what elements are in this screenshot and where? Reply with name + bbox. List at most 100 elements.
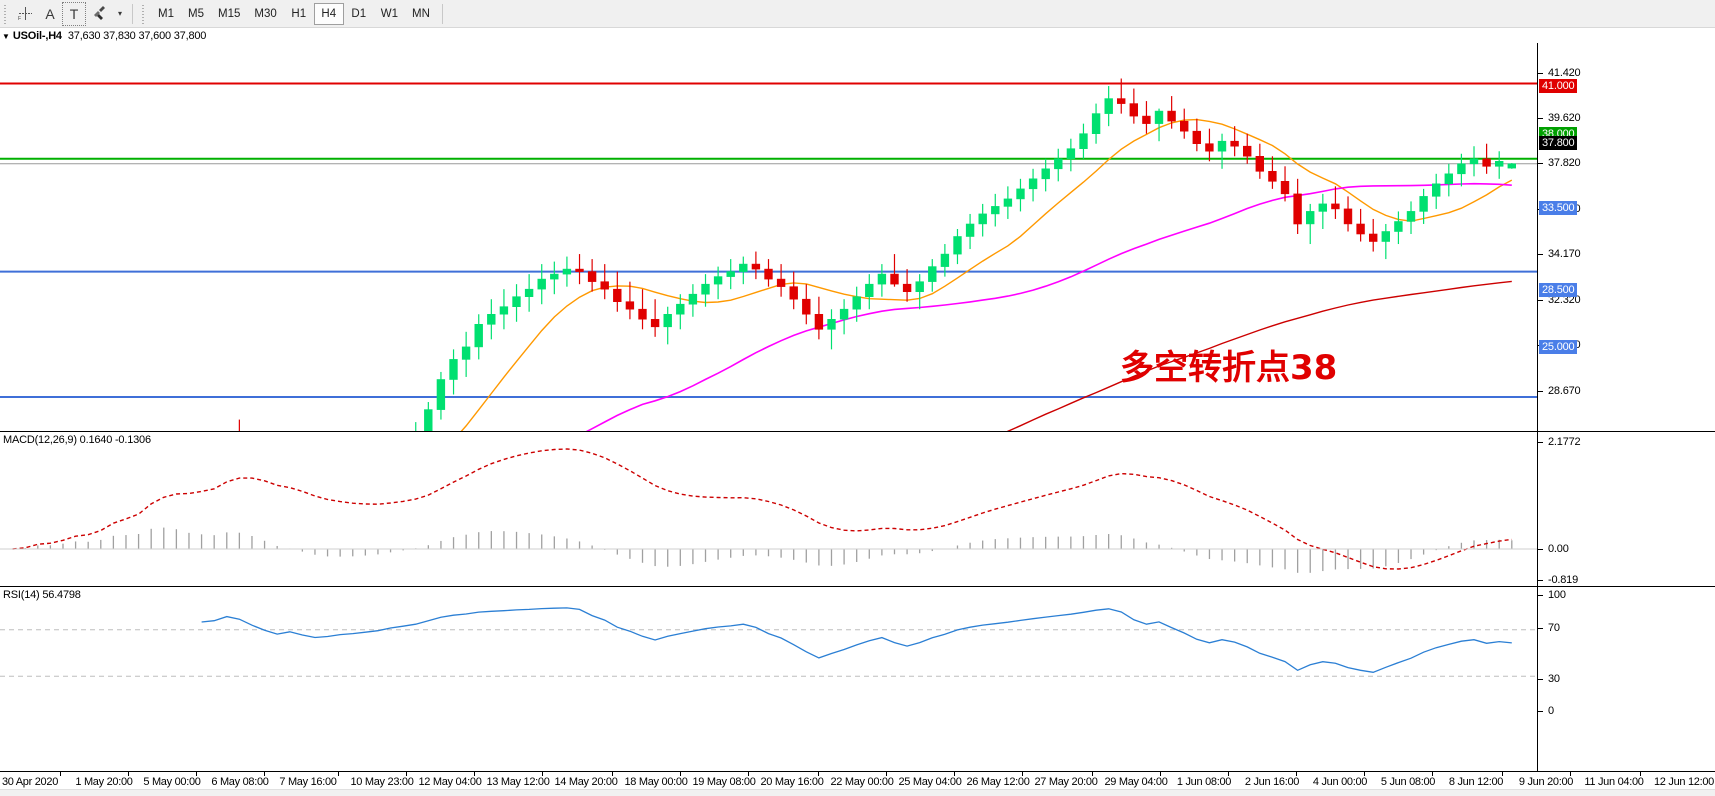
rsi-tick: 30	[1538, 673, 1560, 685]
time-label: 27 May 20:00	[1034, 776, 1098, 788]
horizontal-scrollbar[interactable]	[0, 789, 1715, 796]
price-tick: 34.170	[1538, 248, 1581, 260]
price-plot-area[interactable]	[0, 43, 1537, 431]
time-label: 19 May 08:00	[692, 776, 756, 788]
macd-tick: 2.1772	[1538, 436, 1581, 448]
time-label: 18 May 00:00	[624, 776, 688, 788]
chart-annotation-text[interactable]: 多空转折点38	[1120, 348, 1338, 388]
macd-plot-area[interactable]	[0, 432, 1537, 586]
symbol-label: USOil-,H4	[12, 30, 62, 42]
time-label: 26 May 12:00	[966, 776, 1030, 788]
time-tick	[1502, 772, 1503, 776]
rsi-plot-area[interactable]	[0, 587, 1537, 771]
time-label: 10 May 23:00	[350, 776, 414, 788]
timeframe-m15[interactable]: M15	[218, 7, 241, 20]
rsi-line-svg	[0, 607, 1537, 677]
rsi-tick: 100	[1538, 589, 1566, 601]
time-tick	[128, 772, 129, 776]
time-label: 5 Jun 08:00	[1380, 776, 1436, 788]
time-label: 5 May 00:00	[143, 776, 201, 788]
timeframe-m5[interactable]: M5	[188, 7, 204, 20]
time-tick	[954, 772, 955, 776]
time-tick	[1022, 772, 1023, 776]
price-chart-pane: 41.42039.62037.82035.97034.17032.32030.5…	[0, 43, 1715, 716]
rsi-pane: RSI(14) 56.4798 100 70 30 0	[0, 586, 1715, 771]
timeframe-m1[interactable]: M1	[158, 7, 174, 20]
price-tick: 32.320	[1538, 294, 1581, 306]
price-level-tag-blue[interactable]: 28.500	[1539, 283, 1578, 297]
time-label: 30 Apr 2020	[1, 776, 59, 788]
time-tick	[886, 772, 887, 776]
text-label-tool-icon[interactable]: T	[62, 1, 86, 26]
timeframe-d1[interactable]: D1	[351, 7, 367, 20]
time-tick	[680, 772, 681, 776]
rsi-indicator-label: RSI(14) 56.4798	[3, 589, 81, 601]
time-tick	[60, 772, 61, 776]
rsi-axis[interactable]: 100 70 30 0	[1537, 587, 1715, 771]
time-tick	[1228, 772, 1229, 776]
time-label: 11 Jun 04:00	[1584, 776, 1644, 788]
time-label: 2 Jun 16:00	[1244, 776, 1300, 788]
macd-pane: MACD(12,26,9) 0.1640 -0.1306 2.1772 0.00 -…	[0, 431, 1715, 586]
time-label: 20 May 16:00	[760, 776, 824, 788]
toolbar-grip[interactable]	[2, 2, 11, 25]
price-tick: 41.420	[1538, 67, 1581, 79]
price-level-tag-blue[interactable]: 25.000	[1539, 340, 1578, 354]
time-label: 29 May 04:00	[1104, 776, 1168, 788]
time-tick	[474, 772, 475, 776]
price-level-tag-red[interactable]: 41.000	[1539, 79, 1578, 93]
time-label: 6 May 08:00	[211, 776, 269, 788]
time-tick	[748, 772, 749, 776]
toolbar-separator	[132, 3, 134, 24]
timeframe-w1[interactable]: W1	[380, 7, 399, 20]
time-label: 12 May 04:00	[418, 776, 482, 788]
collapse-chevron-icon[interactable]: ▼	[2, 31, 10, 41]
time-tick	[1640, 772, 1641, 776]
objects-icon[interactable]	[86, 2, 113, 26]
price-tick: 39.620	[1538, 112, 1581, 124]
text-tool-icon[interactable]: A	[45, 5, 55, 22]
rsi-tick: 70	[1538, 622, 1560, 634]
toolbar-separator-end	[441, 3, 443, 24]
symbol-info-bar: ▼ USOil-,H4 37,630 37,830 37,600 37,800	[0, 29, 1715, 43]
timeframe-mn[interactable]: MN	[412, 7, 430, 20]
time-tick	[1432, 772, 1433, 776]
time-label: 14 May 20:00	[554, 776, 618, 788]
price-level-tag-blue[interactable]: 33.500	[1539, 201, 1578, 215]
time-tick	[818, 772, 819, 776]
timeframe-h4[interactable]: H4	[313, 2, 344, 25]
time-label: 9 Jun 20:00	[1518, 776, 1574, 788]
toolbar: F A T ▾ M1 M5 M15 M30 H1 H4 D1 W1 MN	[0, 0, 1715, 28]
time-label: 25 May 04:00	[898, 776, 962, 788]
macd-axis[interactable]: 2.1772 0.00 -0.819	[1537, 432, 1715, 586]
crosshair-icon[interactable]: F	[13, 2, 38, 26]
time-tick	[542, 772, 543, 776]
objects-dropdown-caret-icon[interactable]: ▾	[118, 9, 123, 18]
price-axis[interactable]: 41.42039.62037.82035.97034.17032.32030.5…	[1537, 43, 1715, 716]
time-tick	[1570, 772, 1571, 776]
time-label: 12 Jun 12:00	[1653, 776, 1715, 788]
time-tick	[1092, 772, 1093, 776]
macd-tick: -0.819	[1538, 574, 1578, 586]
time-tick	[406, 772, 407, 776]
timeframe-h1[interactable]: H1	[291, 7, 307, 20]
time-label: 1 May 20:00	[75, 776, 133, 788]
time-label: 22 May 00:00	[830, 776, 894, 788]
ohlc-values: 37,630 37,830 37,600 37,800	[67, 30, 207, 42]
timeframe-grip[interactable]	[140, 2, 150, 25]
time-label: 1 Jun 08:00	[1176, 776, 1232, 788]
price-candlestick-svg	[0, 78, 1537, 431]
time-tick	[1296, 772, 1297, 776]
time-tick	[1364, 772, 1365, 776]
timeframe-m30[interactable]: M30	[254, 7, 277, 20]
macd-indicator-label: MACD(12,26,9) 0.1640 -0.1306	[3, 434, 151, 446]
time-tick	[196, 772, 197, 776]
price-level-tag-black[interactable]: 37.800	[1539, 136, 1578, 150]
macd-tick: 0.00	[1538, 543, 1569, 555]
macd-histogram-svg	[0, 448, 1537, 573]
time-label: 4 Jun 00:00	[1312, 776, 1368, 788]
price-tick: 37.820	[1538, 157, 1581, 169]
time-tick	[264, 772, 265, 776]
time-label: 8 Jun 12:00	[1448, 776, 1504, 788]
